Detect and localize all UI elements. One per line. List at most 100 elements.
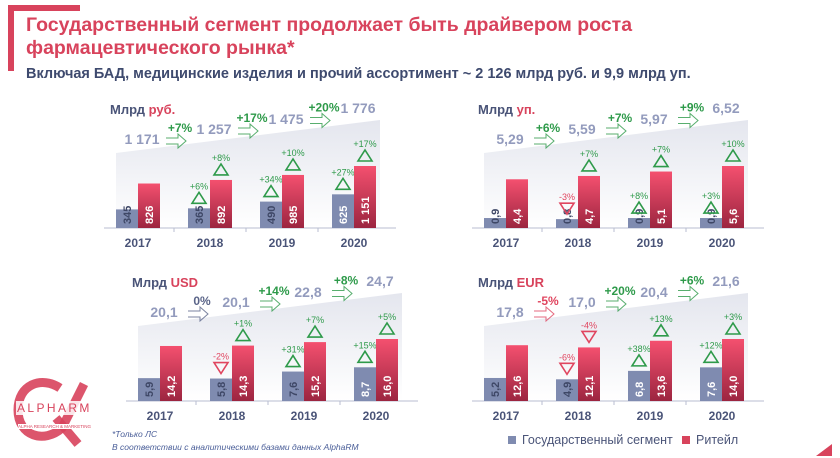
x-tick-label: 2017 (125, 236, 152, 250)
arrow-right-icon (310, 112, 331, 129)
bar-retail (376, 339, 398, 401)
segment-change-label: +12% (699, 340, 722, 350)
segment-change-label: -4% (581, 320, 597, 330)
page-title: Государственный сегмент продолжает быть … (26, 14, 633, 59)
bar-value-label: 0,9 (490, 209, 502, 224)
bar-gov (700, 367, 722, 401)
arrow-right-icon (166, 132, 187, 150)
chart-title: Млрд EUR (478, 275, 545, 290)
segment-change-label: +6% (190, 181, 208, 191)
triangle-up-icon (652, 154, 670, 168)
segment-change-label: +13% (649, 314, 672, 324)
triangle-down-icon (558, 202, 576, 216)
total-value-label: 17,8 (496, 304, 523, 320)
bar-value-label: 0,8 (562, 209, 574, 224)
x-tick-label: 2019 (291, 409, 318, 423)
bar-retail (282, 174, 304, 228)
legend-gov-swatch (508, 436, 516, 444)
triangle-up-icon (630, 353, 648, 367)
bar-value-label: 8,7 (360, 382, 372, 397)
segment-change-label: +7% (580, 149, 598, 159)
segment-change-label: +7% (306, 315, 324, 325)
chart-title: Млрд руб. (110, 102, 176, 117)
bar-retail (650, 340, 672, 401)
x-tick-label: 2020 (709, 409, 736, 423)
segment-change-label: +3% (702, 191, 720, 201)
total-value-label: 20,1 (150, 304, 177, 320)
bar-value-label: 12,6 (512, 376, 524, 397)
segment-change-label: -3% (559, 192, 575, 202)
triangle-up-icon (284, 354, 302, 368)
bar-retail (138, 183, 160, 228)
chart-rub: Млрд руб. 2017 345 826 1 171 2018 365 +6% 892 +8… (100, 100, 400, 260)
triangle-up-icon (702, 200, 720, 214)
bar-value-label: 4,7 (584, 209, 596, 224)
bar-gov (282, 371, 304, 401)
total-value-label: 21,6 (712, 273, 739, 289)
bar-retail (650, 171, 672, 228)
total-value-label: 5,59 (568, 121, 595, 137)
alpharm-logo: ALPHARM ALPHA RESEARCH & MARKETING (12, 378, 102, 448)
bar-gov (210, 378, 232, 401)
total-value-label: 1 257 (196, 121, 231, 137)
bar-retail (354, 166, 376, 228)
x-tick-label: 2020 (363, 409, 390, 423)
x-tick-label: 2020 (709, 236, 736, 250)
segment-change-label: +38% (627, 344, 650, 354)
bar-value-label: 14,0 (728, 376, 740, 397)
total-value-label: 5,97 (640, 111, 667, 127)
bar-value-label: 826 (144, 206, 156, 224)
chart-title: Млрд USD (132, 275, 199, 290)
arrow-right-icon (678, 112, 699, 129)
segment-change-label: +31% (281, 345, 304, 355)
segment-change-label: +10% (281, 148, 304, 158)
x-tick-label: 2018 (565, 409, 592, 423)
total-growth-label: +7% (608, 111, 633, 125)
bar-gov (354, 367, 376, 401)
total-value-label: 1 776 (340, 100, 375, 116)
total-value-label: 20,4 (640, 284, 667, 300)
total-growth-label: +6% (536, 121, 561, 135)
total-value-label: 1 171 (124, 131, 159, 147)
bar-value-label: 892 (216, 206, 228, 224)
triangle-up-icon (724, 321, 742, 335)
bar-value-label: 15,2 (310, 376, 322, 397)
arrow-right-icon (260, 295, 281, 313)
total-value-label: 17,0 (568, 294, 595, 310)
chart-usd: Млрд USD 2017 5,9 14,2 20,1 2018 5,8 -2% 14,3 +1… (122, 273, 422, 433)
segment-change-label: +8% (630, 191, 648, 201)
bar-value-label: 5,1 (656, 209, 668, 224)
x-tick-label: 2017 (493, 409, 520, 423)
triangle-up-icon (580, 158, 598, 172)
x-tick-label: 2018 (197, 236, 224, 250)
segment-change-label: +1% (234, 319, 252, 329)
bar-value-label: 985 (288, 206, 300, 224)
bar-value-label: 6,8 (634, 382, 646, 397)
total-area (484, 120, 748, 228)
corner-decoration (816, 444, 832, 456)
total-value-label: 1 475 (268, 111, 303, 127)
bar-gov (628, 218, 650, 228)
bar-retail (210, 179, 232, 228)
bar-value-label: 14,3 (238, 376, 250, 397)
bar-gov (138, 378, 160, 401)
bar-value-label: 5,8 (216, 382, 228, 397)
bar-value-label: 16,0 (382, 376, 394, 397)
triangle-up-icon (284, 157, 302, 171)
bar-retail (578, 175, 600, 228)
chart-svg: 2017 5,2 12,6 17,8 2018 4,9 -6% 12,1 -4% 17,0 2019… (472, 273, 764, 423)
x-tick-label: 2017 (493, 236, 520, 250)
triangle-up-icon (262, 184, 280, 198)
bar-value-label: 14,2 (166, 376, 178, 397)
total-growth-label: +6% (680, 274, 705, 288)
triangle-up-icon (234, 328, 252, 342)
chart-svg: 2017 345 826 1 171 2018 365 +6% 892 +8% 1 257 2019… (104, 100, 396, 250)
segment-change-label: +15% (353, 340, 376, 350)
arrow-right-icon (606, 295, 627, 313)
segment-change-label: +17% (353, 139, 376, 149)
bar-value-label: 1 151 (360, 196, 372, 224)
total-growth-label: +9% (680, 101, 705, 115)
bar-value-label: 5,9 (144, 382, 156, 397)
triangle-up-icon (190, 190, 208, 205)
